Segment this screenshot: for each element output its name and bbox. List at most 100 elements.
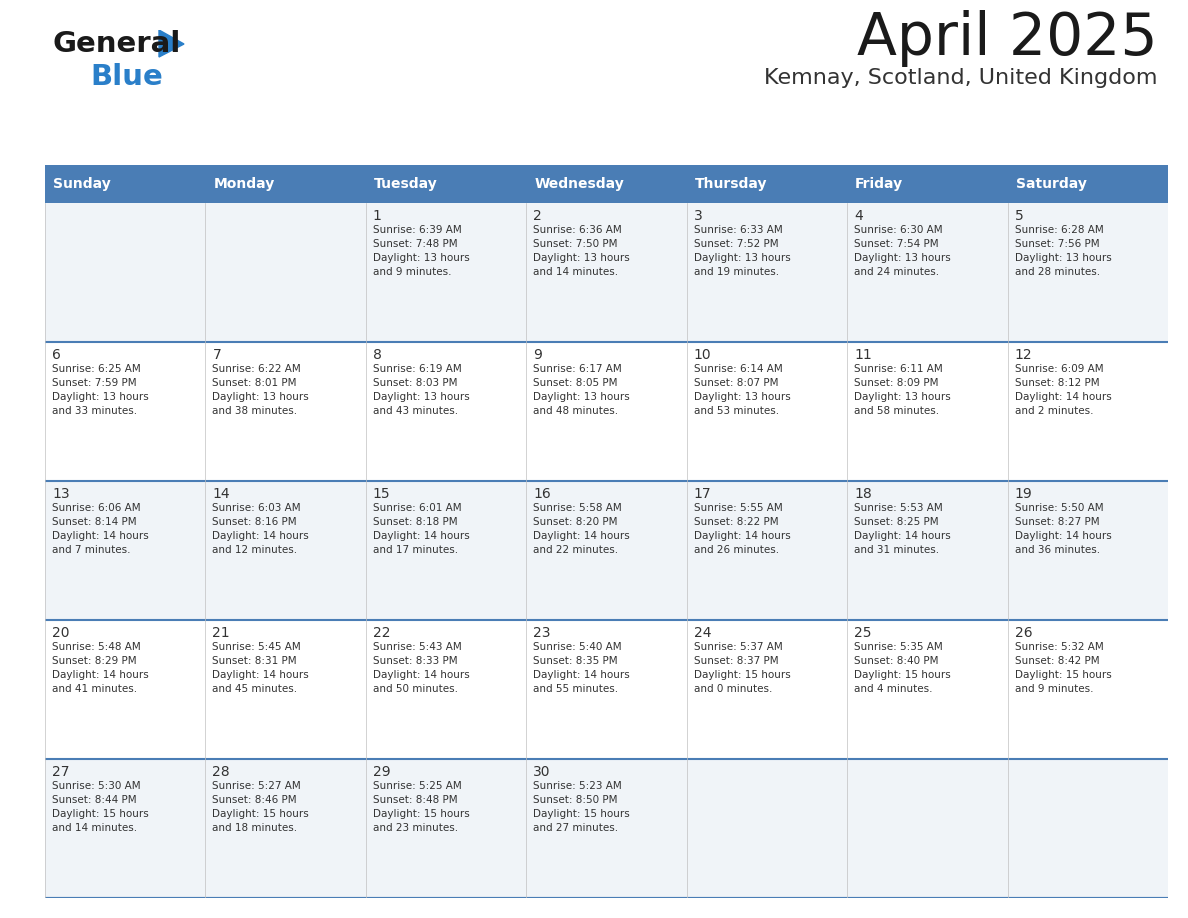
Bar [45,342,206,481]
Bar [366,620,526,759]
Bar [1007,203,1168,342]
Text: Thursday: Thursday [695,177,767,191]
Text: 11: 11 [854,348,872,362]
Text: 25: 25 [854,626,872,640]
Text: Wednesday: Wednesday [535,177,624,191]
Bar [847,759,1007,898]
Polygon shape [159,30,184,57]
Text: Sunrise: 6:33 AM
Sunset: 7:52 PM
Daylight: 13 hours
and 19 minutes.: Sunrise: 6:33 AM Sunset: 7:52 PM Dayligh… [694,225,790,277]
Bar [366,481,526,620]
Bar [45,203,206,342]
Text: Sunrise: 6:11 AM
Sunset: 8:09 PM
Daylight: 13 hours
and 58 minutes.: Sunrise: 6:11 AM Sunset: 8:09 PM Dayligh… [854,364,950,416]
Text: Sunrise: 6:06 AM
Sunset: 8:14 PM
Daylight: 14 hours
and 7 minutes.: Sunrise: 6:06 AM Sunset: 8:14 PM Dayligh… [52,503,148,555]
Text: 28: 28 [213,765,230,779]
Bar [526,481,687,620]
Bar [687,620,847,759]
Text: 9: 9 [533,348,542,362]
Text: Sunrise: 6:39 AM
Sunset: 7:48 PM
Daylight: 13 hours
and 9 minutes.: Sunrise: 6:39 AM Sunset: 7:48 PM Dayligh… [373,225,469,277]
Text: Sunrise: 6:36 AM
Sunset: 7:50 PM
Daylight: 13 hours
and 14 minutes.: Sunrise: 6:36 AM Sunset: 7:50 PM Dayligh… [533,225,630,277]
Bar [526,342,687,481]
Text: Kemnay, Scotland, United Kingdom: Kemnay, Scotland, United Kingdom [765,68,1158,88]
Text: 4: 4 [854,209,862,223]
Text: 2: 2 [533,209,542,223]
Bar [366,342,526,481]
Text: Sunrise: 6:17 AM
Sunset: 8:05 PM
Daylight: 13 hours
and 48 minutes.: Sunrise: 6:17 AM Sunset: 8:05 PM Dayligh… [533,364,630,416]
Bar [526,165,687,203]
Bar [45,165,206,203]
Text: 22: 22 [373,626,391,640]
Text: Sunrise: 5:53 AM
Sunset: 8:25 PM
Daylight: 14 hours
and 31 minutes.: Sunrise: 5:53 AM Sunset: 8:25 PM Dayligh… [854,503,950,555]
Text: 12: 12 [1015,348,1032,362]
Text: 26: 26 [1015,626,1032,640]
Text: Sunrise: 6:19 AM
Sunset: 8:03 PM
Daylight: 13 hours
and 43 minutes.: Sunrise: 6:19 AM Sunset: 8:03 PM Dayligh… [373,364,469,416]
Text: Sunday: Sunday [53,177,110,191]
Bar [687,759,847,898]
Bar [847,481,1007,620]
Text: April 2025: April 2025 [858,10,1158,67]
Bar [1007,620,1168,759]
Bar [1007,481,1168,620]
Text: 15: 15 [373,487,391,501]
Text: 29: 29 [373,765,391,779]
Bar [206,165,366,203]
Bar [847,203,1007,342]
Text: Sunrise: 5:27 AM
Sunset: 8:46 PM
Daylight: 15 hours
and 18 minutes.: Sunrise: 5:27 AM Sunset: 8:46 PM Dayligh… [213,781,309,833]
Text: Sunrise: 5:35 AM
Sunset: 8:40 PM
Daylight: 15 hours
and 4 minutes.: Sunrise: 5:35 AM Sunset: 8:40 PM Dayligh… [854,642,950,694]
Text: 5: 5 [1015,209,1023,223]
Text: Sunrise: 5:58 AM
Sunset: 8:20 PM
Daylight: 14 hours
and 22 minutes.: Sunrise: 5:58 AM Sunset: 8:20 PM Dayligh… [533,503,630,555]
Text: Sunrise: 6:03 AM
Sunset: 8:16 PM
Daylight: 14 hours
and 12 minutes.: Sunrise: 6:03 AM Sunset: 8:16 PM Dayligh… [213,503,309,555]
Text: Sunrise: 5:45 AM
Sunset: 8:31 PM
Daylight: 14 hours
and 45 minutes.: Sunrise: 5:45 AM Sunset: 8:31 PM Dayligh… [213,642,309,694]
Bar [847,620,1007,759]
Text: 18: 18 [854,487,872,501]
Bar [45,481,206,620]
Bar [1007,759,1168,898]
Text: Sunrise: 5:40 AM
Sunset: 8:35 PM
Daylight: 14 hours
and 55 minutes.: Sunrise: 5:40 AM Sunset: 8:35 PM Dayligh… [533,642,630,694]
Text: 13: 13 [52,487,70,501]
Text: Monday: Monday [214,177,274,191]
Text: 27: 27 [52,765,70,779]
Bar [526,203,687,342]
Text: Saturday: Saturday [1016,177,1087,191]
Text: 16: 16 [533,487,551,501]
Text: 10: 10 [694,348,712,362]
Text: Sunrise: 5:48 AM
Sunset: 8:29 PM
Daylight: 14 hours
and 41 minutes.: Sunrise: 5:48 AM Sunset: 8:29 PM Dayligh… [52,642,148,694]
Text: 14: 14 [213,487,230,501]
Text: Sunrise: 6:25 AM
Sunset: 7:59 PM
Daylight: 13 hours
and 33 minutes.: Sunrise: 6:25 AM Sunset: 7:59 PM Dayligh… [52,364,148,416]
Text: 1: 1 [373,209,381,223]
Text: Sunrise: 5:43 AM
Sunset: 8:33 PM
Daylight: 14 hours
and 50 minutes.: Sunrise: 5:43 AM Sunset: 8:33 PM Dayligh… [373,642,469,694]
Text: Sunrise: 5:37 AM
Sunset: 8:37 PM
Daylight: 15 hours
and 0 minutes.: Sunrise: 5:37 AM Sunset: 8:37 PM Dayligh… [694,642,790,694]
Bar [206,759,366,898]
Bar [1007,342,1168,481]
Bar [526,759,687,898]
Bar [687,481,847,620]
Text: Sunrise: 5:50 AM
Sunset: 8:27 PM
Daylight: 14 hours
and 36 minutes.: Sunrise: 5:50 AM Sunset: 8:27 PM Dayligh… [1015,503,1111,555]
Text: 6: 6 [52,348,61,362]
Text: Sunrise: 6:30 AM
Sunset: 7:54 PM
Daylight: 13 hours
and 24 minutes.: Sunrise: 6:30 AM Sunset: 7:54 PM Dayligh… [854,225,950,277]
Text: General: General [52,30,181,58]
Text: 17: 17 [694,487,712,501]
Text: Sunrise: 5:32 AM
Sunset: 8:42 PM
Daylight: 15 hours
and 9 minutes.: Sunrise: 5:32 AM Sunset: 8:42 PM Dayligh… [1015,642,1111,694]
Text: Sunrise: 5:25 AM
Sunset: 8:48 PM
Daylight: 15 hours
and 23 minutes.: Sunrise: 5:25 AM Sunset: 8:48 PM Dayligh… [373,781,469,833]
Text: Sunrise: 6:09 AM
Sunset: 8:12 PM
Daylight: 14 hours
and 2 minutes.: Sunrise: 6:09 AM Sunset: 8:12 PM Dayligh… [1015,364,1111,416]
Text: Sunrise: 5:55 AM
Sunset: 8:22 PM
Daylight: 14 hours
and 26 minutes.: Sunrise: 5:55 AM Sunset: 8:22 PM Dayligh… [694,503,790,555]
Bar [206,620,366,759]
Bar [45,620,206,759]
Text: 3: 3 [694,209,702,223]
Text: 8: 8 [373,348,381,362]
Bar [687,165,847,203]
Text: 21: 21 [213,626,230,640]
Text: Sunrise: 5:30 AM
Sunset: 8:44 PM
Daylight: 15 hours
and 14 minutes.: Sunrise: 5:30 AM Sunset: 8:44 PM Dayligh… [52,781,148,833]
Bar [206,203,366,342]
Bar [526,620,687,759]
Bar [45,759,206,898]
Bar [366,165,526,203]
Text: Sunrise: 6:01 AM
Sunset: 8:18 PM
Daylight: 14 hours
and 17 minutes.: Sunrise: 6:01 AM Sunset: 8:18 PM Dayligh… [373,503,469,555]
Bar [687,203,847,342]
Text: Sunrise: 6:22 AM
Sunset: 8:01 PM
Daylight: 13 hours
and 38 minutes.: Sunrise: 6:22 AM Sunset: 8:01 PM Dayligh… [213,364,309,416]
Bar [687,342,847,481]
Text: Tuesday: Tuesday [374,177,437,191]
Text: 30: 30 [533,765,551,779]
Bar [847,342,1007,481]
Text: Sunrise: 6:14 AM
Sunset: 8:07 PM
Daylight: 13 hours
and 53 minutes.: Sunrise: 6:14 AM Sunset: 8:07 PM Dayligh… [694,364,790,416]
Bar [847,165,1007,203]
